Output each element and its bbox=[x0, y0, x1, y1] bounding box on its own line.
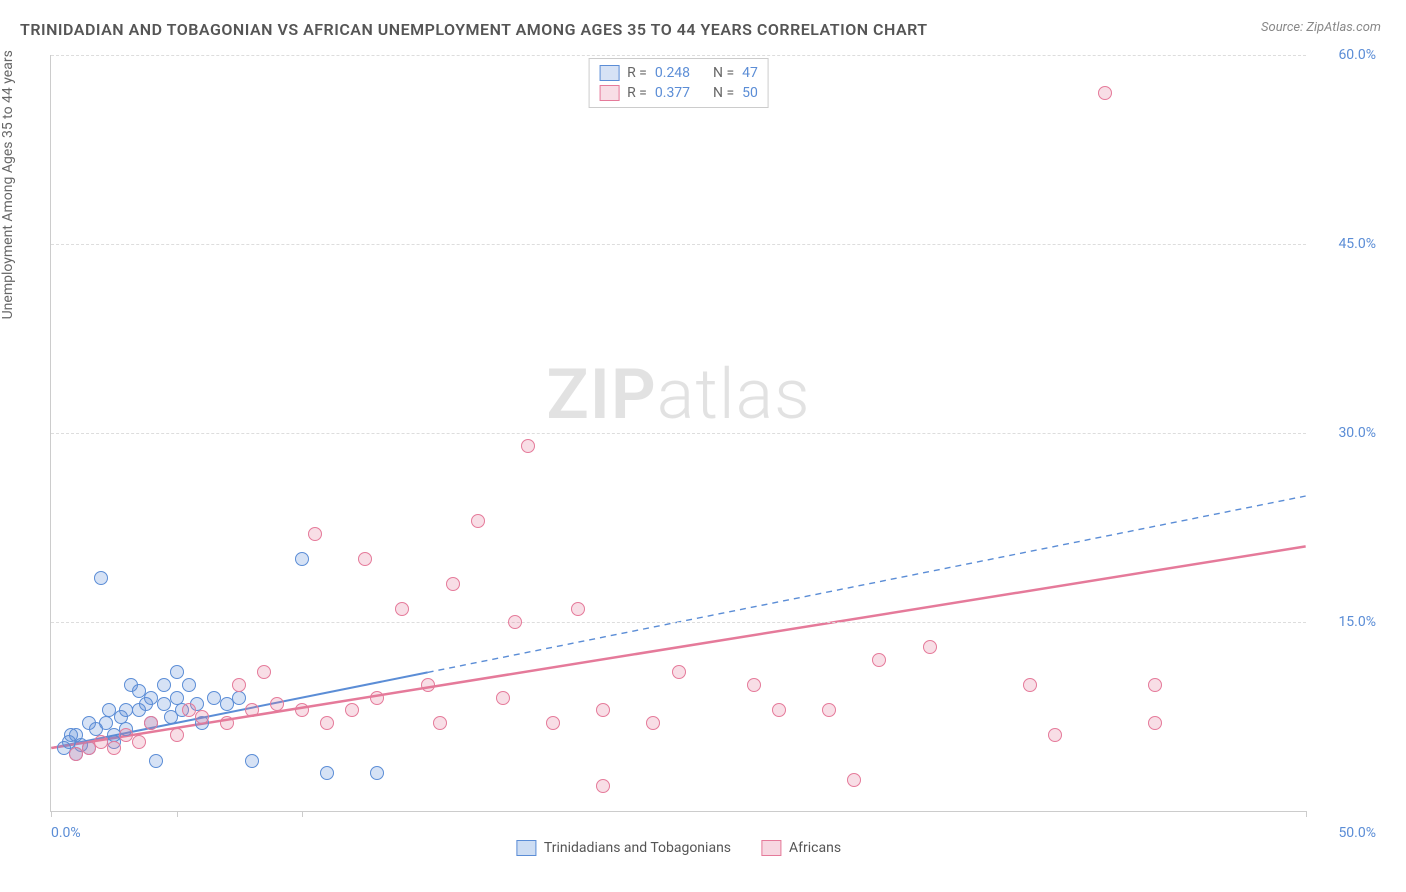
data-point bbox=[747, 678, 761, 692]
data-point bbox=[646, 716, 660, 730]
x-tick-label: 50.0% bbox=[1338, 825, 1376, 841]
data-point bbox=[94, 571, 108, 585]
data-point bbox=[345, 703, 359, 717]
x-tick-label: 0.0% bbox=[51, 825, 81, 841]
x-tick bbox=[302, 811, 303, 817]
y-tick-label: 15.0% bbox=[1338, 614, 1376, 630]
data-point bbox=[546, 716, 560, 730]
data-point bbox=[772, 703, 786, 717]
data-point bbox=[672, 665, 686, 679]
data-point bbox=[295, 552, 309, 566]
data-point bbox=[1048, 728, 1062, 742]
data-point bbox=[132, 735, 146, 749]
data-point bbox=[923, 640, 937, 654]
data-point bbox=[320, 766, 334, 780]
data-point bbox=[320, 716, 334, 730]
data-point bbox=[433, 716, 447, 730]
x-tick bbox=[177, 811, 178, 817]
data-point bbox=[395, 602, 409, 616]
x-tick bbox=[1306, 811, 1307, 817]
legend-label: Africans bbox=[789, 840, 841, 856]
data-point bbox=[370, 766, 384, 780]
data-point bbox=[232, 678, 246, 692]
gridline bbox=[51, 55, 1306, 56]
data-point bbox=[308, 527, 322, 541]
data-point bbox=[295, 703, 309, 717]
data-point bbox=[421, 678, 435, 692]
gridline bbox=[51, 622, 1306, 623]
data-point bbox=[446, 577, 460, 591]
y-tick-label: 45.0% bbox=[1338, 236, 1376, 252]
data-point bbox=[508, 615, 522, 629]
data-point bbox=[182, 678, 196, 692]
chart-title: TRINIDADIAN AND TOBAGONIAN VS AFRICAN UN… bbox=[20, 20, 928, 39]
legend-label: Trinidadians and Tobagonians bbox=[544, 840, 731, 856]
data-point bbox=[232, 691, 246, 705]
data-point bbox=[257, 665, 271, 679]
data-point bbox=[1023, 678, 1037, 692]
legend: Trinidadians and Tobagonians Africans bbox=[516, 840, 841, 856]
data-point bbox=[170, 728, 184, 742]
data-point bbox=[822, 703, 836, 717]
data-point bbox=[471, 514, 485, 528]
data-point bbox=[571, 602, 585, 616]
data-point bbox=[596, 703, 610, 717]
legend-swatch bbox=[516, 840, 536, 856]
data-point bbox=[245, 703, 259, 717]
x-tick bbox=[51, 811, 52, 817]
trend-line-dashed bbox=[428, 496, 1306, 672]
data-point bbox=[144, 716, 158, 730]
data-point bbox=[370, 691, 384, 705]
gridline bbox=[51, 244, 1306, 245]
plot-area: ZIPatlas R = 0.248 N = 47 R = 0.377 N = … bbox=[50, 55, 1306, 812]
legend-swatch bbox=[761, 840, 781, 856]
data-point bbox=[245, 754, 259, 768]
data-point bbox=[270, 697, 284, 711]
gridline bbox=[51, 433, 1306, 434]
y-axis-label: Unemployment Among Ages 35 to 44 years bbox=[0, 50, 16, 319]
data-point bbox=[170, 665, 184, 679]
source-label: Source: ZipAtlas.com bbox=[1261, 20, 1381, 35]
data-point bbox=[220, 716, 234, 730]
data-point bbox=[1098, 86, 1112, 100]
legend-item: Africans bbox=[761, 840, 841, 856]
data-point bbox=[521, 439, 535, 453]
data-point bbox=[1148, 716, 1162, 730]
data-point bbox=[596, 779, 610, 793]
data-point bbox=[107, 741, 121, 755]
data-point bbox=[847, 773, 861, 787]
data-point bbox=[1148, 678, 1162, 692]
data-point bbox=[496, 691, 510, 705]
data-point bbox=[157, 678, 171, 692]
y-tick-label: 60.0% bbox=[1338, 47, 1376, 63]
y-tick-label: 30.0% bbox=[1338, 425, 1376, 441]
data-point bbox=[358, 552, 372, 566]
data-point bbox=[195, 710, 209, 724]
trend-line-solid bbox=[51, 546, 1305, 748]
data-point bbox=[872, 653, 886, 667]
legend-item: Trinidadians and Tobagonians bbox=[516, 840, 731, 856]
data-point bbox=[149, 754, 163, 768]
